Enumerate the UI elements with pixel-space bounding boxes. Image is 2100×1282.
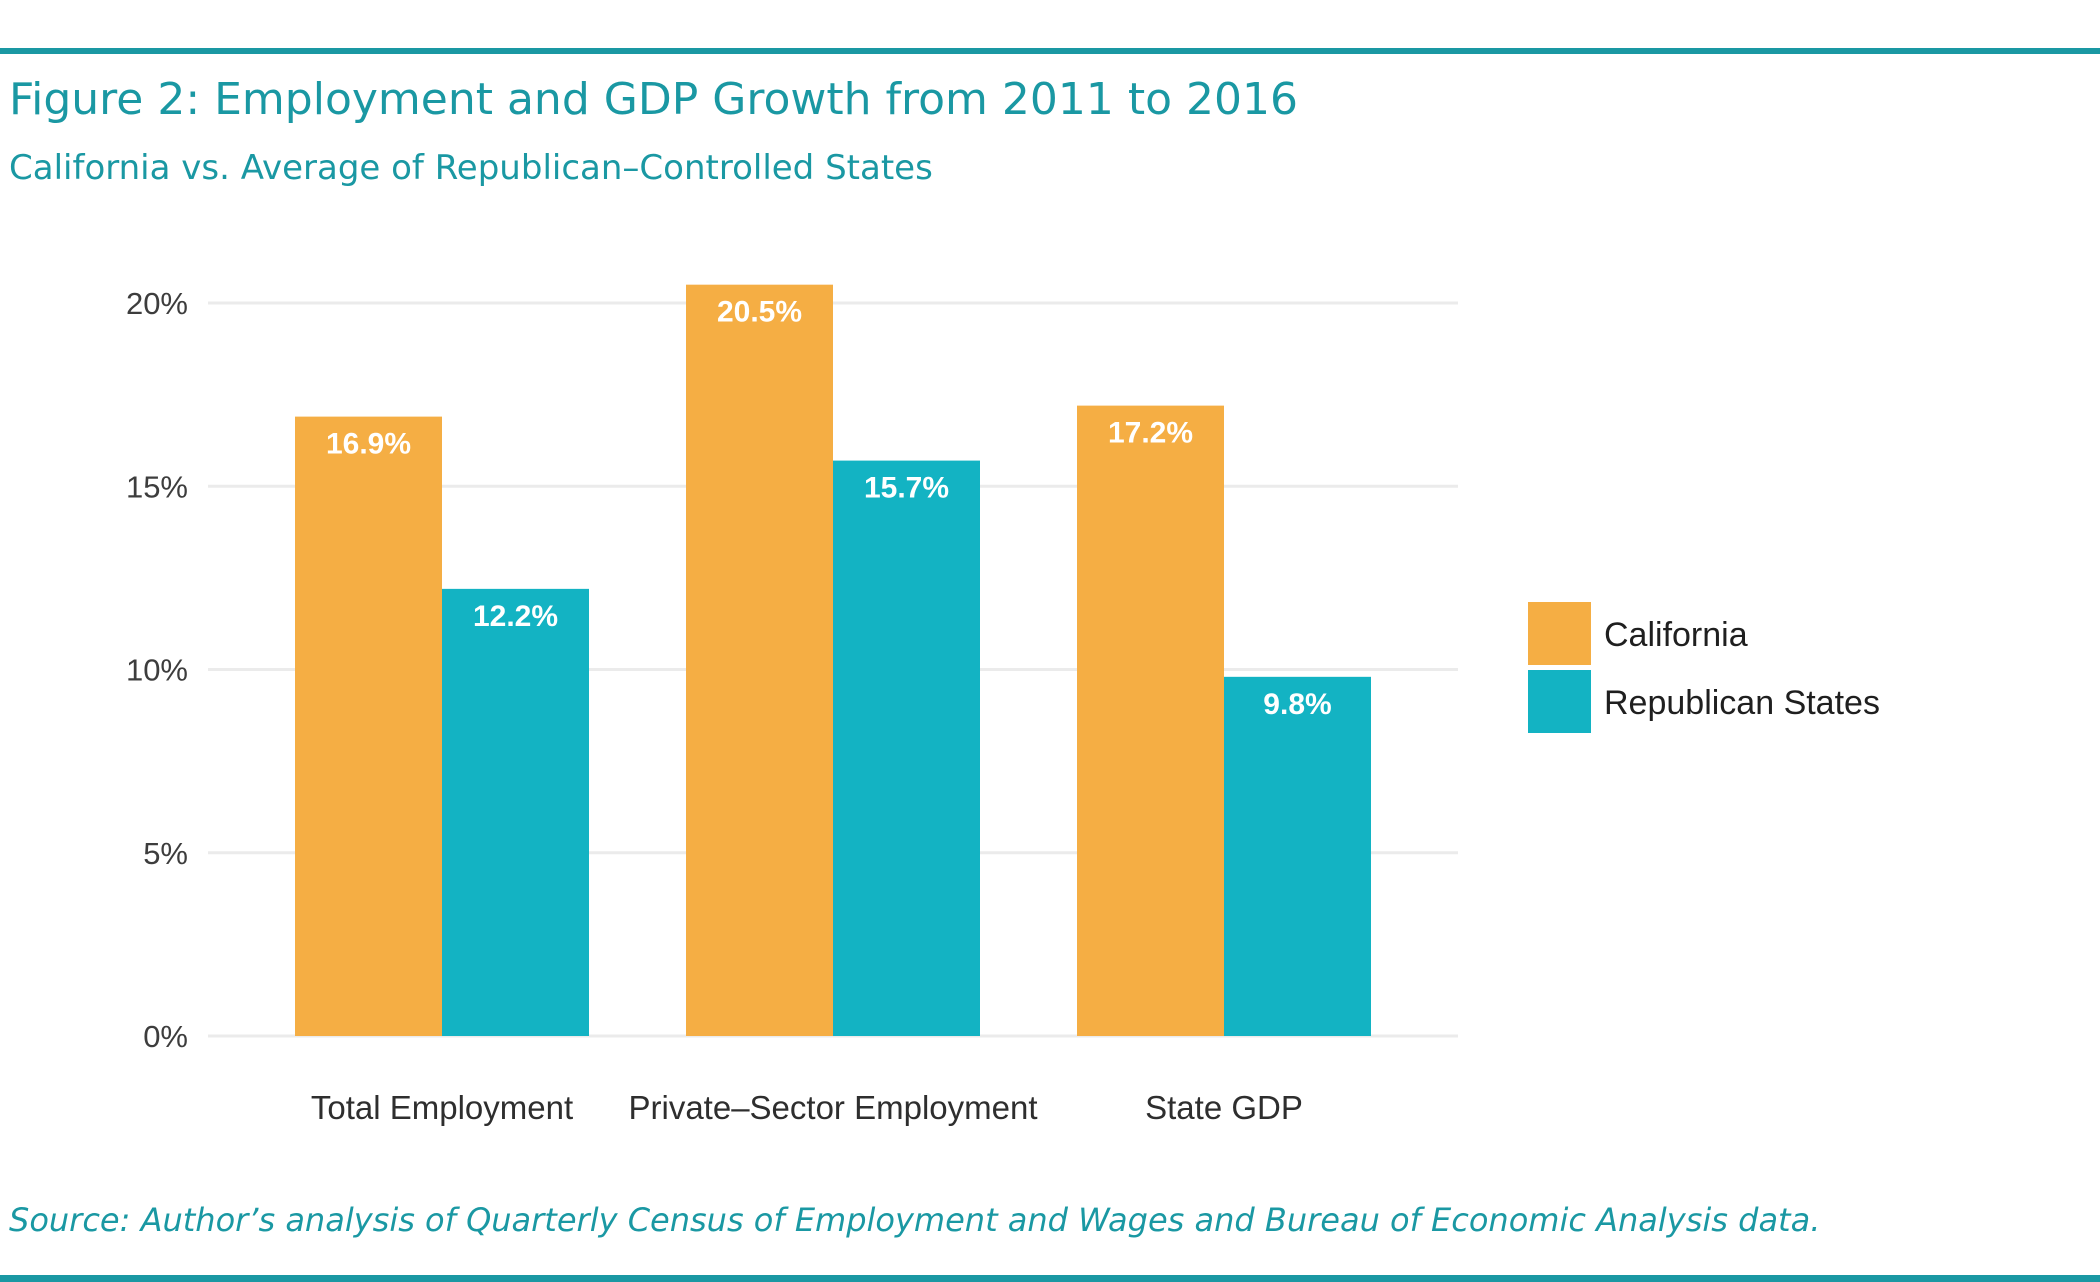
bar [442,588,589,1036]
top-rule [0,48,2100,54]
y-tick-label: 15% [126,469,188,504]
data-label: 17.2% [1108,417,1193,450]
figure-title: Figure 2: Employment and GDP Growth from… [9,74,1298,125]
legend-label: California [1604,616,1748,654]
bar [1224,676,1371,1036]
bar [686,284,833,1036]
y-tick-label: 20% [126,286,188,321]
bar-chart: 0% 5% 10% 15% 20% 16.9% 20.5% 17.2% 12.2% 15.7% 9.… [126,284,1880,1126]
data-label: 20.5% [717,296,802,329]
x-category-label: Private–Sector Employment [628,1089,1037,1126]
x-category-label: State GDP [1145,1089,1303,1126]
y-tick-label: 10% [126,653,188,688]
data-label: 9.8% [1263,688,1331,721]
bar [833,460,980,1037]
y-tick-label: 5% [143,836,188,871]
figure-subtitle: California vs. Average of Republican–Con… [9,148,933,188]
bar [1077,405,1224,1036]
data-label: 16.9% [326,428,411,461]
legend-swatch [1528,670,1591,733]
data-label: 15.7% [864,472,949,505]
y-tick-label: 0% [143,1019,188,1054]
data-label: 12.2% [473,600,558,633]
legend-label: Republican States [1604,684,1880,722]
bar [295,416,442,1036]
source-note: Source: Author’s analysis of Quarterly C… [9,1201,1821,1239]
legend-swatch [1528,602,1591,665]
x-category-label: Total Employment [311,1089,573,1126]
bottom-rule [0,1275,2100,1282]
